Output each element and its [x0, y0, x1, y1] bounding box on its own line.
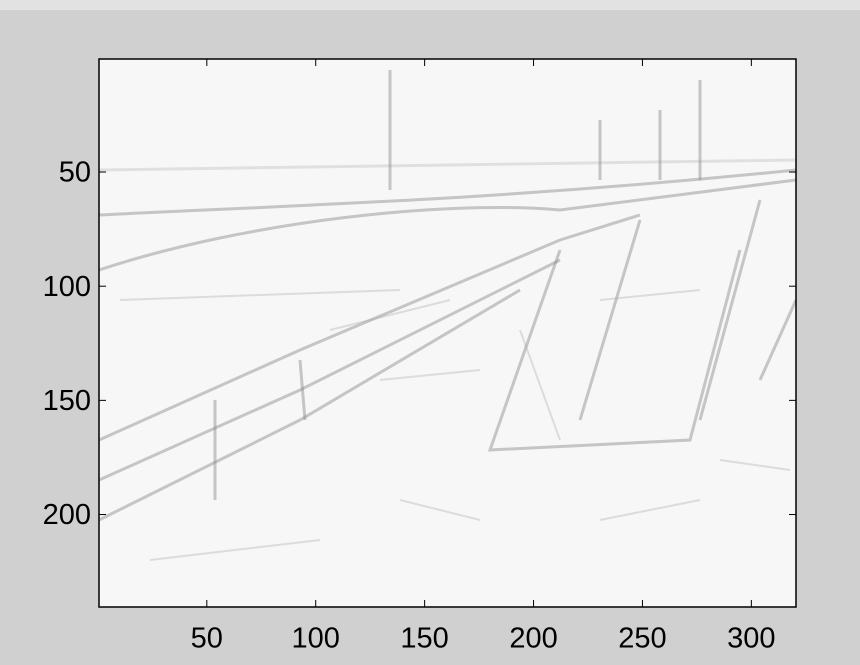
y-tick-label: 50 — [59, 157, 91, 189]
x-tick-label: 150 — [400, 623, 448, 655]
x-tick-label: 300 — [727, 623, 775, 655]
x-tick-label: 250 — [618, 623, 666, 655]
x-tick-label: 200 — [509, 623, 557, 655]
y-tick-label: 150 — [43, 385, 91, 417]
page: 5010015020025030050100150200 (() => { co… — [0, 0, 860, 665]
x-tick-label: 100 — [292, 623, 340, 655]
y-tick-label: 100 — [43, 271, 91, 303]
window-strip — [0, 0, 860, 10]
x-tick-label: 50 — [191, 623, 223, 655]
y-tick-label: 200 — [43, 499, 91, 531]
figure: 50 100 150 200 250 300 50 100 150 200 — [0, 0, 860, 665]
image — [99, 59, 796, 607]
